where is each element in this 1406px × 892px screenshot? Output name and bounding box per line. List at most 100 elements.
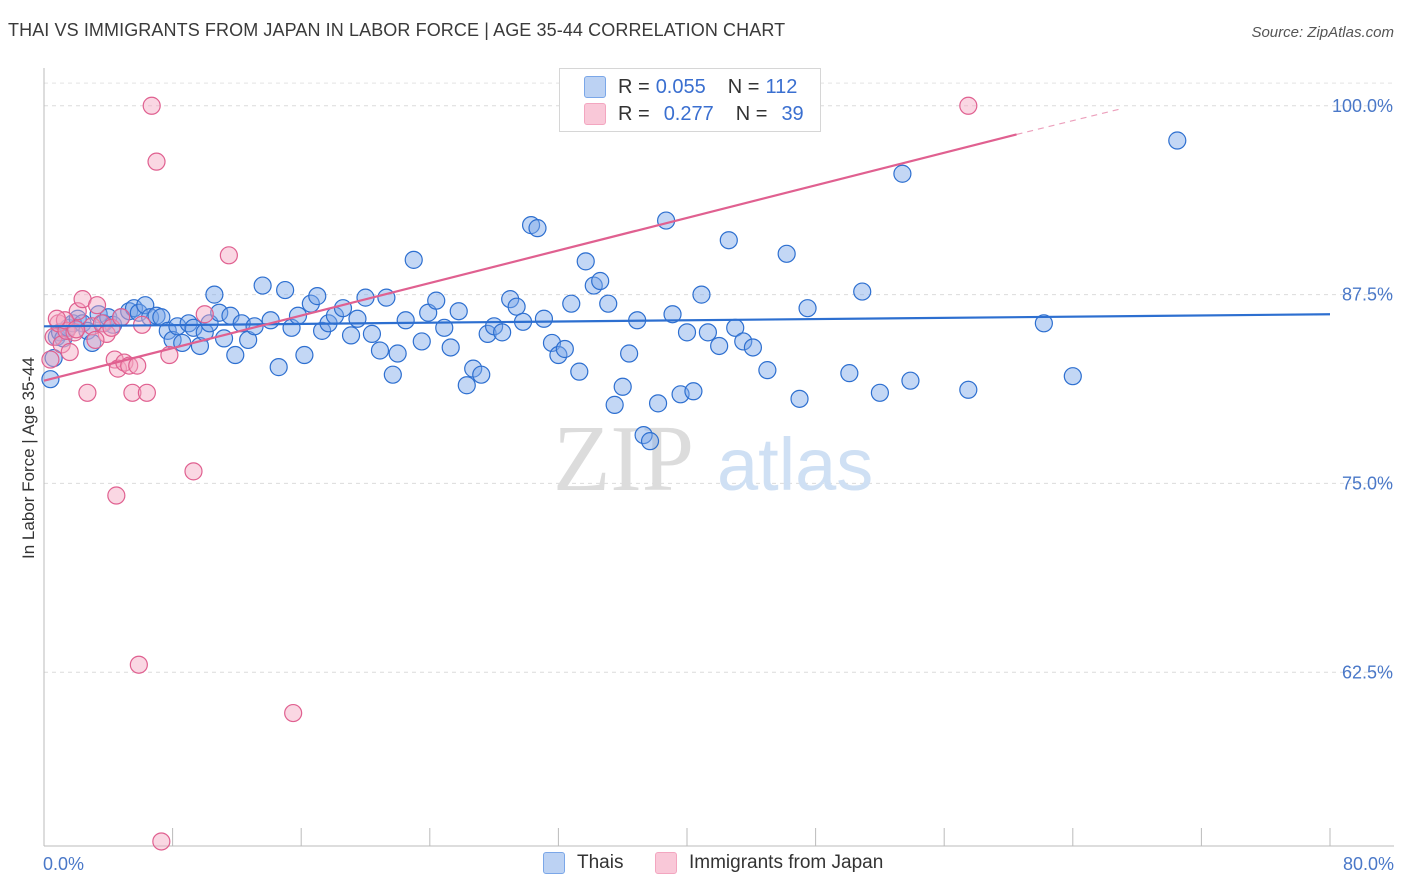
japan-point [147, 152, 166, 171]
r-label: R = [618, 102, 650, 125]
thai-point [383, 365, 402, 384]
thai-point [710, 336, 729, 356]
y-tick-label: 100.0% [1332, 96, 1393, 116]
bottom-legend: Thais Immigrants from Japan [0, 852, 1406, 878]
thai-point [840, 364, 859, 383]
legend-label-japan: Immigrants from Japan [689, 852, 884, 873]
thai-point [457, 376, 476, 395]
thai-point [136, 296, 155, 315]
japan-point [184, 462, 203, 481]
thai-point [613, 377, 632, 396]
watermark-atlas: atlas [717, 423, 873, 506]
thai-point [404, 250, 423, 269]
thai-point [743, 338, 763, 357]
thai-point [269, 358, 288, 377]
japan-point [92, 314, 111, 333]
thai-point [348, 309, 367, 328]
y-tick-label: 62.5% [1342, 662, 1393, 682]
thai-point [640, 432, 660, 451]
japan-point [112, 308, 131, 327]
thai-point [158, 321, 177, 340]
source-label: Source: ZipAtlas.com [1251, 24, 1394, 41]
thai-point [341, 326, 361, 345]
japan-point [67, 320, 86, 339]
thais-swatch [584, 76, 606, 98]
gridlines [44, 82, 1394, 673]
y-tick-label: 75.0% [1342, 473, 1393, 493]
thai-point [226, 345, 245, 365]
thai-point [605, 395, 624, 414]
thai-point [798, 299, 817, 318]
thai-point [555, 339, 574, 359]
japan-trend-extension [1016, 108, 1122, 136]
japan-point [959, 96, 978, 115]
japan-point [284, 703, 303, 723]
thai-point [333, 299, 353, 318]
x-tick-label: 80.0% [1343, 854, 1394, 874]
japan-swatch [655, 852, 677, 874]
thai-point [893, 164, 912, 183]
thai-point [591, 271, 610, 291]
legend-row-japan: R = 0.277 N = 39 [584, 101, 804, 127]
n-label: N = [735, 102, 768, 125]
japan-points [41, 96, 978, 851]
thai-point [528, 219, 547, 238]
watermark: ZIP atlas [553, 407, 873, 511]
thai-point [901, 371, 920, 390]
thai-point [362, 324, 382, 343]
japan-point [142, 96, 161, 115]
legend-row-thais: R = 0.055 N = 112 [584, 74, 797, 100]
thai-point [507, 297, 526, 316]
japan-point [87, 296, 107, 315]
thai-point [472, 365, 491, 384]
thai-point [478, 324, 497, 343]
thai-point [648, 394, 668, 413]
thai-point [210, 303, 229, 322]
japan-point [65, 323, 84, 342]
thai-point [758, 361, 777, 380]
thai-point [1034, 314, 1053, 333]
n-label: N = [727, 75, 760, 98]
thai-point [295, 345, 314, 365]
n-value: 39 [781, 102, 804, 125]
thai-point [261, 311, 280, 330]
japan-point [60, 342, 79, 362]
thai-point [396, 311, 415, 330]
legend-item-thais[interactable]: Thais [543, 852, 623, 874]
x-tick-labels: 0.0% 80.0% [43, 854, 1394, 874]
thai-point [388, 344, 407, 363]
legend-label-thais: Thais [577, 852, 624, 873]
thai-point [449, 302, 468, 321]
thai-point [312, 321, 332, 340]
thais-swatch [543, 852, 565, 874]
japan-point [123, 383, 142, 402]
thai-point [959, 380, 978, 399]
thai-point [790, 389, 809, 408]
r-label: R = [618, 75, 650, 98]
y-tick-label: 87.5% [1342, 285, 1393, 305]
thai-point [853, 282, 872, 301]
thai-point [692, 285, 711, 304]
thai-point [129, 303, 148, 322]
japan-point [107, 486, 126, 505]
japan-point [219, 246, 238, 265]
japan-trend-line [43, 133, 1017, 382]
japan-point [86, 330, 105, 350]
thais-trend-line [43, 313, 1331, 328]
japan-point [195, 305, 214, 324]
japan-point [47, 309, 66, 328]
legend-item-japan[interactable]: Immigrants from Japan [655, 852, 883, 874]
thai-point [576, 252, 595, 271]
thai-point [663, 305, 682, 324]
thai-point [427, 291, 446, 310]
thai-point [534, 309, 554, 328]
y-axis-label: In Labor Force | Age 35-44 [19, 357, 38, 559]
x-tick-label: 0.0% [43, 854, 84, 874]
thai-point [719, 231, 738, 250]
japan-point [41, 350, 60, 369]
thai-point [698, 323, 717, 342]
thai-point [1168, 131, 1187, 150]
thai-point [677, 323, 697, 342]
thai-point [173, 333, 192, 353]
